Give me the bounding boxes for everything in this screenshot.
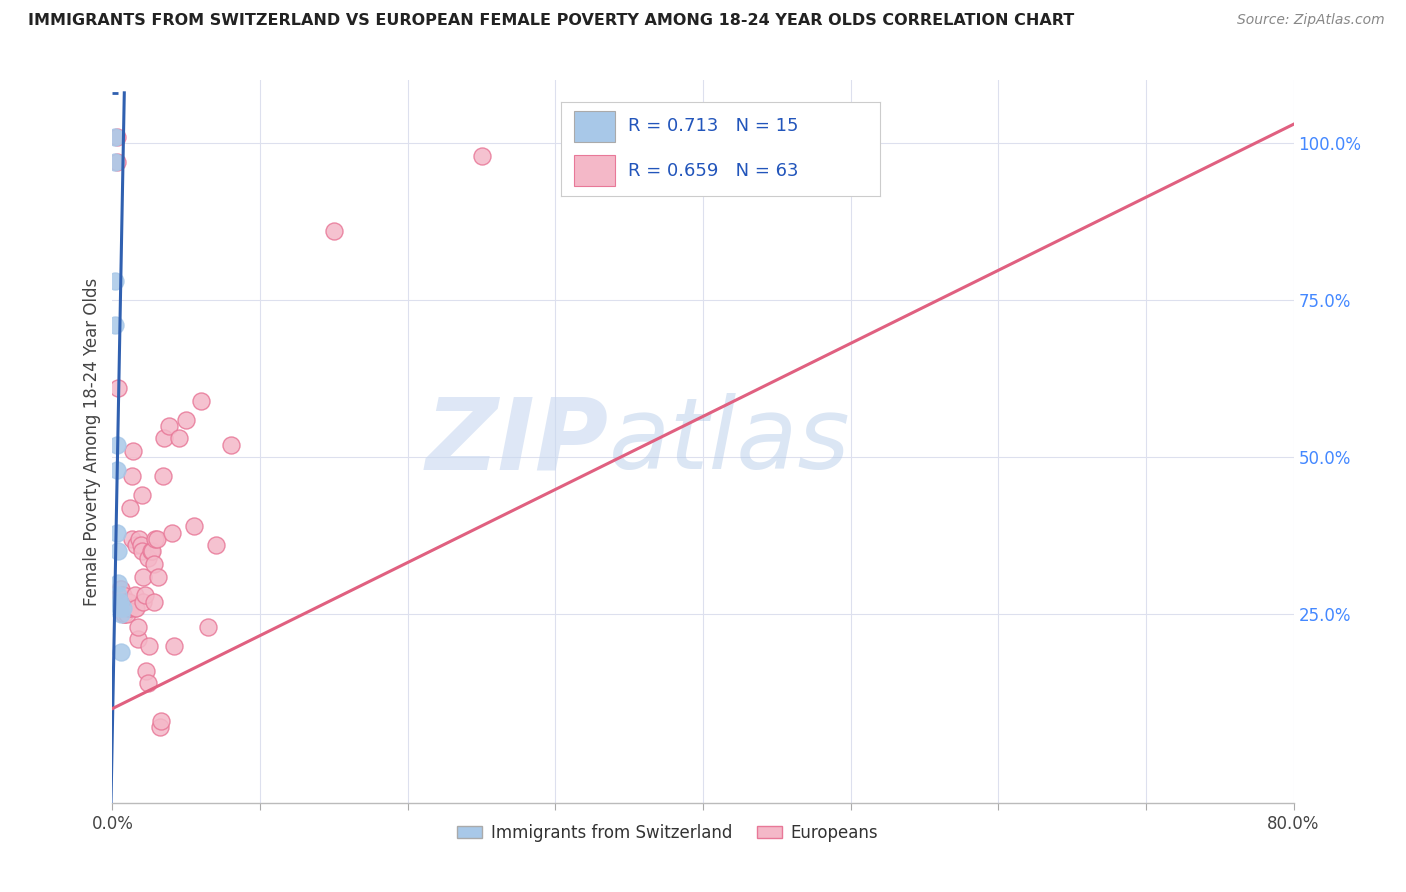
Point (112, 607, 135, 622)
Point (157, 418, 180, 433)
Point (160, 525, 183, 540)
Point (190, 393, 212, 408)
Point (205, 538, 228, 552)
Point (148, 569, 170, 583)
Point (111, 601, 134, 615)
Point (138, 639, 160, 653)
Point (141, 544, 163, 558)
Point (104, 155, 127, 169)
Point (132, 595, 155, 609)
Point (107, 544, 129, 558)
Point (136, 676, 159, 690)
Point (107, 575, 129, 590)
Point (117, 607, 138, 622)
Point (125, 538, 148, 552)
Point (142, 557, 165, 571)
Point (150, 714, 173, 728)
Point (146, 532, 169, 546)
Point (163, 639, 186, 653)
Point (107, 589, 129, 603)
Point (129, 538, 152, 552)
Point (110, 607, 132, 622)
Point (108, 595, 131, 609)
Point (104, 129, 127, 144)
Point (105, 129, 128, 144)
Point (132, 569, 155, 583)
Point (678, 129, 700, 144)
Point (131, 544, 153, 558)
Point (167, 431, 190, 445)
Point (105, 438, 128, 452)
Point (117, 595, 138, 609)
Point (104, 318, 127, 333)
Point (142, 595, 165, 609)
Text: IMMIGRANTS FROM SWITZERLAND VS EUROPEAN FEMALE POVERTY AMONG 18-24 YEAR OLDS COR: IMMIGRANTS FROM SWITZERLAND VS EUROPEAN … (28, 13, 1074, 29)
Point (105, 155, 128, 169)
Y-axis label: Female Poverty Among 18-24 Year Olds: Female Poverty Among 18-24 Year Olds (83, 277, 101, 606)
Point (135, 664, 157, 678)
Point (108, 589, 131, 603)
Text: ZIP: ZIP (426, 393, 609, 490)
Point (131, 488, 153, 502)
Point (125, 601, 148, 615)
Point (219, 438, 242, 452)
Point (110, 595, 132, 609)
Point (120, 500, 142, 515)
Point (114, 595, 136, 609)
Point (136, 550, 159, 565)
Point (183, 519, 205, 533)
Point (118, 595, 141, 609)
Point (323, 224, 346, 238)
Point (143, 532, 166, 546)
Point (139, 544, 162, 558)
Point (153, 431, 176, 445)
Point (470, 149, 494, 163)
Point (110, 645, 132, 659)
Point (122, 444, 145, 458)
Point (107, 381, 129, 395)
Point (149, 720, 172, 734)
Text: Source: ZipAtlas.com: Source: ZipAtlas.com (1237, 13, 1385, 28)
Point (152, 469, 174, 483)
Text: atlas: atlas (609, 393, 851, 490)
Point (128, 532, 150, 546)
Point (104, 274, 127, 288)
Point (124, 601, 146, 615)
Point (117, 601, 138, 615)
Point (111, 589, 134, 603)
Point (114, 601, 136, 615)
Point (174, 412, 197, 426)
Point (105, 525, 128, 540)
Point (108, 601, 131, 615)
Point (121, 532, 143, 546)
Point (120, 601, 142, 615)
Legend: Immigrants from Switzerland, Europeans: Immigrants from Switzerland, Europeans (450, 817, 884, 848)
Point (105, 463, 128, 477)
Point (134, 589, 156, 603)
Point (112, 607, 135, 622)
Point (127, 632, 149, 647)
Point (121, 469, 143, 483)
Point (110, 582, 132, 597)
Point (118, 601, 141, 615)
Point (124, 589, 146, 603)
Point (108, 582, 131, 597)
Point (197, 620, 219, 634)
Point (127, 620, 149, 634)
